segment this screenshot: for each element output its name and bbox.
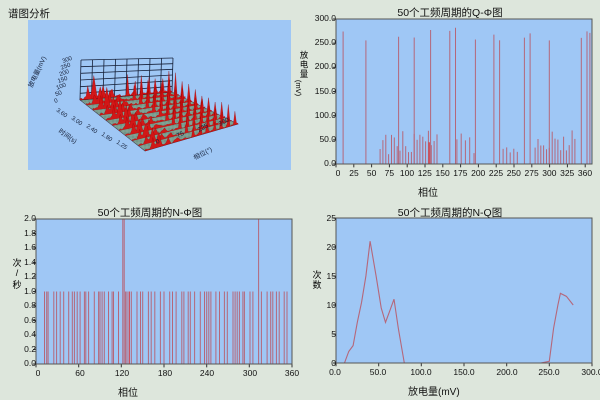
svg-text:(mV): (mV): [294, 80, 303, 97]
svg-text:电: 电: [300, 60, 309, 70]
svg-text:次: 次: [12, 258, 21, 268]
svg-text:数: 数: [312, 279, 321, 290]
svg-text:秒: 秒: [12, 279, 21, 290]
svg-text:量: 量: [300, 69, 309, 79]
svg-text:/: /: [16, 268, 19, 278]
svg-text:次: 次: [312, 270, 321, 280]
svg-text:放: 放: [300, 50, 309, 60]
